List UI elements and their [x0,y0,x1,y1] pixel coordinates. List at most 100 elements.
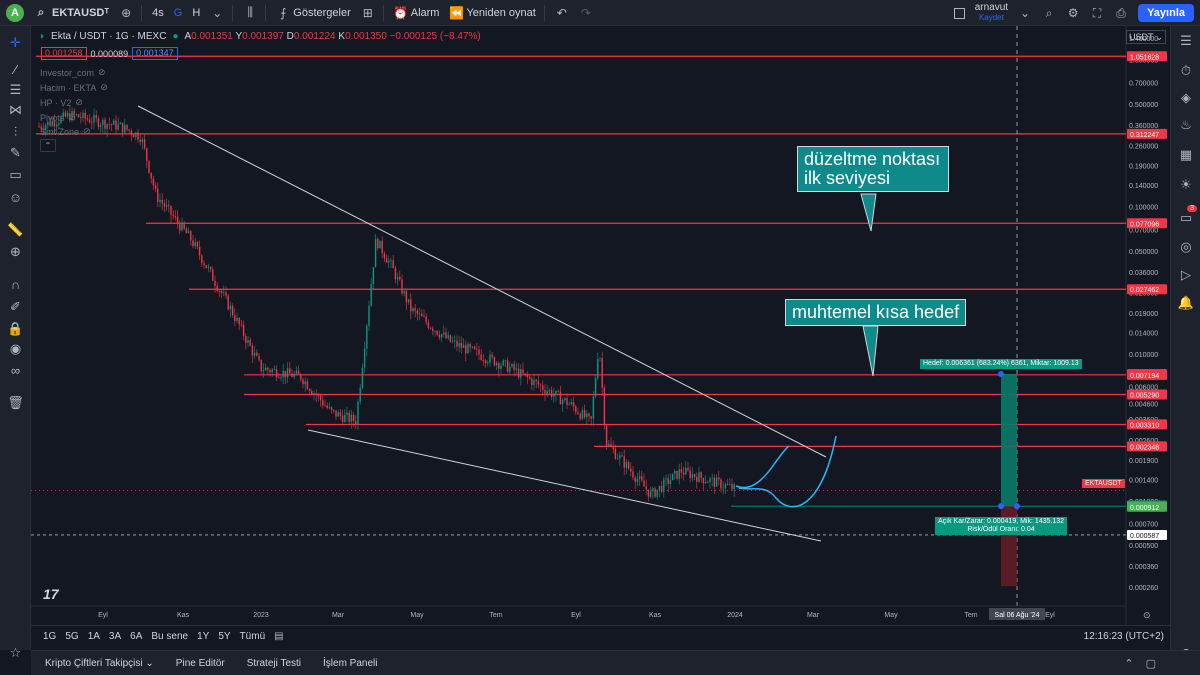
replay-button[interactable]: ⏪ Yeniden oynat [449,6,536,20]
user-avatar[interactable]: A [6,3,24,22]
tab-crypto-screener[interactable]: Kripto Çiftleri Takipçisi ⌄ [45,658,154,669]
candle-body [49,121,51,126]
price-tag-label: 1.051628 [1130,54,1159,61]
fib-retracement-icon[interactable]: ☰ [9,81,22,97]
tab-strategy-tester[interactable]: Strateji Testi [246,657,302,669]
zoom-in-icon[interactable]: ⊕ [10,243,21,259]
publish-button[interactable]: Yayınla [1138,4,1194,22]
add-symbol-button[interactable]: ⊕ [119,6,133,20]
candle-body [64,112,67,117]
checkbox-icon[interactable] [953,7,965,19]
candle-body [700,472,702,478]
maximize-icon[interactable]: ▢ [1145,658,1156,670]
indicator-row[interactable]: Pivots ⊘ [40,112,76,123]
candle-body [366,325,368,349]
trash-icon[interactable]: 🗑 [7,394,24,410]
pattern-icon[interactable]: ⋈ [9,101,22,117]
range-1a[interactable]: 1A [87,631,100,642]
close-label: K [338,31,346,42]
lower-trendline [307,429,822,542]
layers-icon[interactable]: ◈ [1181,90,1191,105]
eye-hidden-icon[interactable]: ⊘ [100,82,108,92]
ruler-icon[interactable]: 📏 [7,221,24,237]
layout-name[interactable]: arnavut Kaydet [975,3,1008,23]
candle-body [339,412,342,416]
bell-icon[interactable]: 🔔 [1177,295,1195,310]
alerts-clock-icon[interactable]: ⏱ [1180,63,1192,78]
collapse-icon[interactable]: ⌃ [1124,658,1134,670]
range-3a[interactable]: 3A [108,631,122,642]
candle-body [324,405,326,407]
draw-mode-icon[interactable]: ✐ [10,298,21,314]
candle-body [561,400,564,405]
layouts-button[interactable]: ⊞ [361,6,375,20]
sell-price-box[interactable]: 0.001258 [41,47,87,60]
close-value: 0.001350 [345,31,387,42]
fullscreen-icon[interactable]: ⛶ [1092,5,1102,20]
camera-icon[interactable]: ⎙ [1116,5,1126,20]
chat-icon[interactable]: ▭ 3 [1177,205,1197,227]
indicators-button[interactable]: ⨍ Göstergeler [276,6,351,20]
lock-icon[interactable]: 🔒 [7,320,24,336]
annotation-callout[interactable]: düzeltme noktası ilk seviyesi [797,146,949,192]
crosshair-icon[interactable]: ✛ [10,34,21,50]
divider [382,4,384,21]
range-all[interactable]: Tümü [239,631,266,642]
currency-select[interactable]: USDT ⌄ [1126,30,1166,44]
range-1g[interactable]: 1G [43,631,57,642]
ideas-bulb-icon[interactable]: ☀ [1180,177,1192,192]
clock[interactable]: 12:16:23 (UTC+2) [1083,631,1164,642]
link-icon[interactable]: ∞ [10,363,21,378]
trendline-icon[interactable]: ⁄ [14,62,17,77]
range-6a[interactable]: 6A [130,631,143,642]
settings-gear-icon[interactable]: ⚙ [1067,6,1079,20]
range-1y[interactable]: 1Y [197,631,210,642]
indicator-row[interactable]: Smt Zone ⊘ [40,126,91,137]
star-icon[interactable]: ☆ [9,644,22,660]
play-icon[interactable]: ▷ [1181,267,1191,282]
date-range-icon[interactable]: ▤ [274,631,284,642]
eye-icon[interactable]: ◉ [9,340,22,356]
eye-hidden-icon[interactable]: ⊘ [68,112,77,122]
tab-trading-panel[interactable]: İşlem Paneli [323,657,378,669]
interval-dropdown[interactable]: ⌄ [210,6,224,20]
chart-type-button[interactable]: ⫼ [243,5,257,20]
watchlist-icon[interactable]: ☰ [1180,33,1192,48]
symbol-search[interactable]: ⌕ EKTAUSDᵀ [34,5,110,20]
range-ytd[interactable]: Bu sene [151,631,189,642]
projection-icon[interactable]: ⫶ [13,123,18,139]
buy-price-box[interactable]: 0.001347 [132,47,178,60]
interval-g[interactable]: G [173,6,183,19]
undo-button[interactable]: ↶ [555,6,569,20]
brush-icon[interactable]: ✎ [10,144,21,160]
hotlist-fire-icon[interactable]: ♨ [1180,117,1192,132]
text-icon[interactable]: ▭ [9,166,22,182]
chart-pane[interactable]: 1.4000001.0000000.7000000.5000000.360000… [31,26,1170,625]
annotation-callout[interactable]: muhtemel kısa hedef [785,299,967,326]
range-5y[interactable]: 5Y [218,631,231,642]
eye-hidden-icon[interactable]: ⊘ [98,67,106,77]
candle-body [97,118,100,128]
eye-hidden-icon[interactable]: ⊘ [75,97,83,107]
magnet-icon[interactable]: ∩ [10,277,21,292]
calendar-icon[interactable]: ▦ [1179,147,1193,162]
quick-search-icon[interactable]: ⌕ [1045,5,1053,20]
tab-pine-editor[interactable]: Pine Editör [175,657,225,669]
interval-h[interactable]: H [192,6,201,19]
redo-button[interactable]: ↷ [579,6,593,20]
indicator-row[interactable]: Investor_com ⊘ [40,67,106,78]
indicator-row[interactable]: HP · V2 ⊘ [40,97,83,108]
streams-icon[interactable]: ◎ [1180,239,1192,254]
chevron-down-icon[interactable]: ⌄ [1020,6,1031,20]
collapse-legend-button[interactable]: ⌃ [40,139,56,152]
candle-body [489,354,491,363]
eye-hidden-icon[interactable]: ⊘ [83,126,91,136]
candle-body [678,469,680,479]
interval-4s[interactable]: 4s [152,6,164,19]
range-5g[interactable]: 5G [65,631,79,642]
indicator-row[interactable]: Hacim · EKTA ⊘ [40,82,108,93]
emoji-icon[interactable]: ☺ [8,190,23,205]
candle-body [621,455,623,457]
alarm-button[interactable]: ⏰ Alarm [393,6,439,20]
tab-label: Kripto Çiftleri Takipçisi [45,657,143,669]
